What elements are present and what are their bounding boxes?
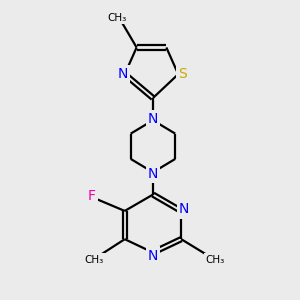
Text: N: N: [117, 67, 128, 81]
Text: CH₃: CH₃: [84, 255, 103, 265]
Text: CH₃: CH₃: [206, 255, 225, 265]
Text: N: N: [148, 167, 158, 181]
Text: N: N: [148, 112, 158, 126]
Text: N: N: [148, 248, 158, 262]
Text: N: N: [179, 202, 189, 216]
Text: F: F: [88, 189, 96, 203]
Text: S: S: [178, 67, 187, 81]
Text: CH₃: CH₃: [108, 13, 127, 23]
